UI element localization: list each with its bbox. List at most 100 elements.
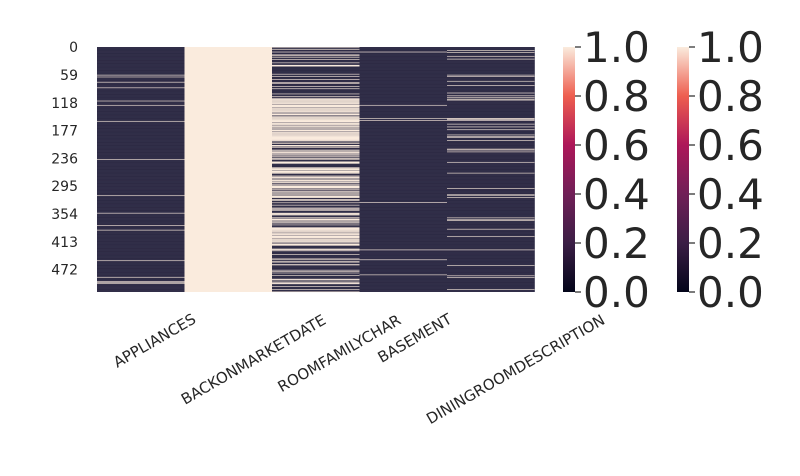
heatmap-cell-missing <box>272 108 360 109</box>
heatmap-cell-missing <box>272 151 360 153</box>
heatmap-cell-missing <box>272 199 360 201</box>
heatmap-cell-missing <box>272 214 360 215</box>
heatmap-cell-missing <box>272 104 360 106</box>
heatmap-cell-missing <box>272 180 360 181</box>
heatmap-cell-missing <box>272 202 360 204</box>
heatmap-cell-missing <box>272 175 360 177</box>
heatmap-cell-missing <box>272 242 360 243</box>
heatmap-cell-missing <box>272 79 360 80</box>
heatmap-cell-missing <box>272 137 360 139</box>
x-tick-label-diningroomdescription: DININGROOMDESCRIPTION <box>423 311 608 428</box>
heatmap-cell-missing <box>272 159 360 160</box>
heatmap-cell-missing <box>272 96 360 97</box>
heatmap-cell-missing <box>272 152 360 153</box>
heatmap-cell-missing <box>272 200 360 201</box>
heatmap-cell-missing <box>272 107 360 109</box>
heatmap-cell-missing <box>272 279 360 280</box>
heatmap-cell-missing <box>97 225 185 226</box>
heatmap-cell-missing <box>272 214 360 216</box>
heatmap-cell-missing <box>272 181 360 183</box>
heatmap-cell-missing <box>272 199 360 200</box>
heatmap-cell-missing <box>272 111 360 113</box>
heatmap-cell-missing <box>272 65 360 67</box>
heatmap-cell-missing <box>272 106 360 107</box>
heatmap-cell-missing <box>272 135 360 137</box>
heatmap-cell-missing <box>447 92 535 94</box>
heatmap-cell-missing <box>272 126 360 128</box>
heatmap-cell-missing <box>272 237 360 238</box>
heatmap-cell-missing <box>447 74 535 76</box>
heatmap-cell-missing <box>272 240 360 242</box>
heatmap-cell-missing <box>272 260 360 262</box>
heatmap-cell-missing <box>272 137 360 139</box>
heatmap-cell-missing <box>447 120 535 121</box>
heatmap-cell-missing <box>272 82 360 83</box>
heatmap-cell-missing <box>272 235 360 237</box>
heatmap-column-basement <box>359 47 448 292</box>
heatmap-cell-missing <box>272 97 360 99</box>
heatmap-cell-missing <box>272 134 360 136</box>
heatmap-cell-missing <box>272 229 360 231</box>
heatmap-cell-missing <box>272 189 360 190</box>
heatmap-cell-missing <box>359 104 447 106</box>
heatmap-cell-missing <box>272 221 360 222</box>
heatmap-cell-missing <box>272 113 360 115</box>
heatmap-cell-missing <box>272 213 360 214</box>
heatmap-cell-missing <box>272 123 360 124</box>
heatmap-cell-missing <box>272 83 360 84</box>
heatmap-cell-missing <box>272 264 360 266</box>
heatmap-cell-missing <box>272 109 360 111</box>
heatmap-cell-missing <box>272 47 360 49</box>
heatmap-cell-missing <box>272 186 360 188</box>
heatmap-cell-missing <box>272 236 360 238</box>
heatmap-cell-missing <box>447 161 535 163</box>
heatmap-cell-missing <box>272 237 360 239</box>
heatmap-cell-missing <box>272 120 360 121</box>
heatmap-cell-missing <box>272 210 360 211</box>
heatmap-cell-missing <box>272 282 360 283</box>
heatmap-cell-missing <box>272 275 360 276</box>
heatmap-cell-missing <box>272 286 360 287</box>
heatmap-cell-missing <box>272 258 360 260</box>
heatmap-cell-missing <box>272 169 360 171</box>
heatmap-cell-missing <box>272 98 360 100</box>
heatmap-cell-missing <box>272 249 360 251</box>
heatmap-cell-missing <box>359 51 447 53</box>
heatmap-cell-missing <box>272 128 360 130</box>
heatmap-cell-missing <box>272 139 360 140</box>
heatmap-cell-missing <box>272 212 360 214</box>
heatmap-cell-missing <box>272 134 360 135</box>
heatmap-cell-missing <box>359 202 447 203</box>
heatmap-cell-missing <box>272 149 360 151</box>
heatmap-cell-missing <box>359 120 447 121</box>
heatmap-cell-missing <box>359 274 447 276</box>
heatmap-cell-missing <box>272 177 360 179</box>
heatmap-cell-missing <box>272 73 360 75</box>
heatmap-cell-missing <box>272 229 360 230</box>
heatmap-cell-missing <box>272 195 360 197</box>
heatmap-cell-missing <box>272 182 360 184</box>
heatmap-cell-missing <box>97 100 185 102</box>
heatmap-cell-missing <box>272 130 360 132</box>
heatmap-cell-missing <box>359 259 447 261</box>
heatmap-cell-missing <box>272 261 360 263</box>
heatmap-cell-missing <box>272 234 360 235</box>
heatmap-cell-missing <box>272 106 360 108</box>
heatmap-cell-missing <box>272 192 360 193</box>
heatmap-cell-missing <box>447 289 535 290</box>
colorbar-tick-label: 0.0 <box>697 268 764 317</box>
heatmap-cell-missing <box>447 98 535 100</box>
heatmap-cell-missing <box>272 103 360 105</box>
heatmap-cell-missing <box>272 204 360 206</box>
heatmap-cell-missing <box>272 129 360 131</box>
heatmap-cell-missing <box>272 191 360 192</box>
heatmap-cell-missing <box>272 76 360 77</box>
colorbar-tick-label: 0.8 <box>697 72 764 121</box>
heatmap-cell-missing <box>272 196 360 198</box>
heatmap-cell-missing <box>272 105 360 107</box>
heatmap-cell-missing <box>447 140 535 141</box>
heatmap-cell-missing <box>272 99 360 101</box>
heatmap-cell-missing <box>272 124 360 126</box>
heatmap-cell-missing <box>272 119 360 120</box>
heatmap-cell-missing <box>272 131 360 133</box>
